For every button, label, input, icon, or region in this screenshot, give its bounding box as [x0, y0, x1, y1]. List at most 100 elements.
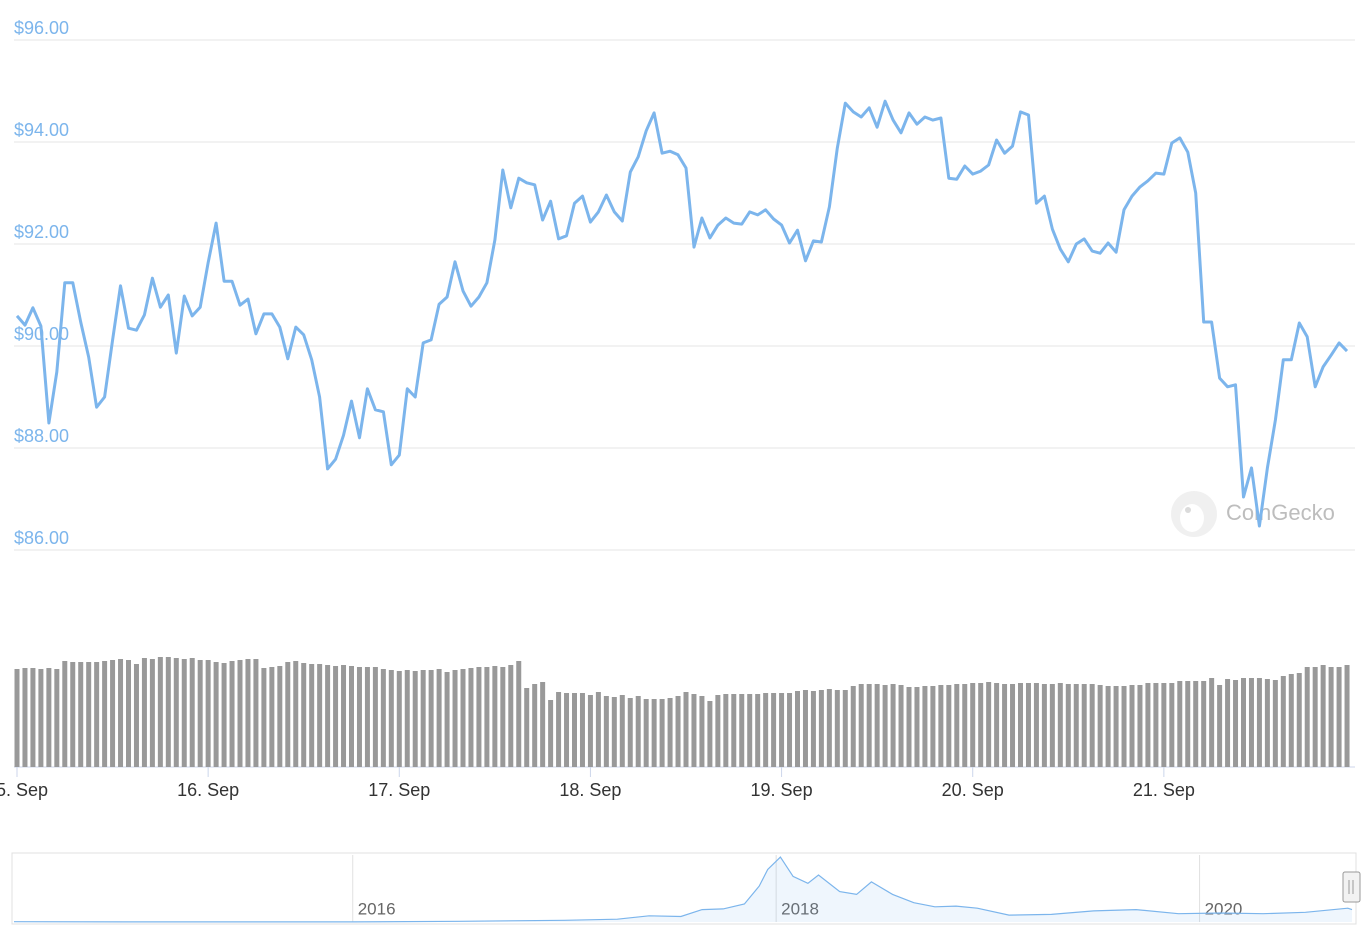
volume-bar [70, 662, 76, 767]
volume-bar [611, 697, 617, 767]
volume-bar [1033, 683, 1039, 767]
volume-bar [1105, 686, 1111, 767]
watermark: CoinGecko [1226, 500, 1335, 525]
volume-bar [595, 692, 601, 767]
volume-bar [444, 672, 450, 767]
volume-bar [325, 665, 331, 767]
volume-bar [1129, 685, 1135, 767]
x-tick-label: 19. Sep [751, 780, 813, 800]
volume-bar [739, 694, 745, 767]
volume-bar [229, 661, 235, 767]
volume-bar [468, 668, 474, 767]
volume-bar [1280, 676, 1286, 767]
volume-bar [452, 670, 458, 767]
volume-bar [1153, 683, 1159, 767]
volume-bar [141, 658, 147, 767]
navigator-line [13, 856, 1353, 923]
volume-bar [1272, 680, 1278, 767]
volume-bar [54, 669, 60, 767]
volume-bar [317, 664, 323, 767]
volume-bar [906, 687, 912, 767]
volume-bar [946, 685, 952, 767]
volume-bar [675, 696, 681, 767]
volume-bar [922, 686, 928, 767]
volume-bar [22, 668, 28, 767]
volume-bar [1097, 685, 1103, 767]
volume-bar [1336, 667, 1342, 767]
volume-bar [1233, 680, 1239, 767]
volume-bar [1328, 667, 1334, 767]
volume-bar [197, 660, 203, 767]
volume-bar [349, 666, 354, 767]
volume-bar [579, 693, 585, 767]
navigator-area [14, 857, 1352, 922]
volume-bar [1002, 684, 1008, 767]
volume-bar [1344, 665, 1350, 767]
volume-bar [189, 658, 195, 767]
volume-bar [978, 683, 984, 767]
volume-bar [269, 667, 275, 767]
volume-bar [1193, 681, 1199, 767]
volume-bar [1121, 686, 1127, 767]
volume-bar [293, 661, 299, 767]
volume-bar [1177, 681, 1183, 767]
volume-bar [301, 663, 307, 767]
volume-bar [261, 668, 267, 767]
volume-bar [1137, 685, 1143, 767]
y-tick-label: $96.00 [14, 18, 69, 38]
y-tick-label: $88.00 [14, 426, 69, 446]
volume-bar [691, 694, 697, 767]
volume-bar [779, 693, 785, 767]
volume-bar [938, 685, 944, 767]
volume-bar [747, 694, 753, 767]
volume-bar [802, 690, 808, 767]
volume-bar [388, 670, 394, 767]
volume-bar [181, 659, 187, 767]
volume-bar [428, 670, 434, 767]
volume-bar [1304, 667, 1310, 767]
volume-bar [396, 671, 402, 767]
volume-bar [715, 695, 721, 767]
volume-bar [1185, 681, 1191, 767]
volume-bar [1145, 683, 1151, 767]
volume-bar [205, 660, 211, 767]
volume-bar [810, 691, 816, 767]
volume-bar [157, 657, 163, 767]
volume-bar [62, 661, 68, 767]
volume-bar [30, 668, 36, 767]
volume-bar [1049, 684, 1055, 767]
volume-bar [149, 659, 155, 767]
x-tick-label: 18. Sep [559, 780, 621, 800]
volume-bar [420, 670, 426, 767]
volume-bar [1225, 679, 1231, 767]
volume-bar [285, 662, 291, 767]
volume-bar [102, 661, 108, 767]
volume-bar [1025, 683, 1031, 767]
volume-bar [412, 671, 418, 767]
volume-bar [540, 682, 546, 767]
volume-bar [1312, 667, 1318, 767]
watermark-logo [1171, 491, 1217, 537]
volume-bar [818, 690, 824, 767]
volume-bar [707, 701, 713, 767]
volume-bar [1010, 684, 1016, 767]
volume-bar [930, 686, 936, 767]
x-tick-label: 21. Sep [1133, 780, 1195, 800]
volume-bar [341, 665, 347, 767]
volume-bar [245, 659, 251, 767]
volume-bar [436, 669, 442, 767]
volume-bar [221, 663, 227, 767]
volume-bar [572, 693, 577, 767]
volume-bar [14, 669, 20, 767]
volume-bar [133, 664, 139, 767]
volume-bar [603, 696, 609, 767]
volume-bar [954, 684, 960, 767]
volume-bar [962, 684, 968, 767]
volume-bar [173, 658, 179, 767]
volume-bar [277, 666, 283, 767]
volume-bar [556, 692, 562, 767]
navigator-tick-label: 2018 [781, 899, 819, 918]
navigator-handle[interactable] [1342, 871, 1361, 903]
volume-bar [1217, 685, 1223, 767]
